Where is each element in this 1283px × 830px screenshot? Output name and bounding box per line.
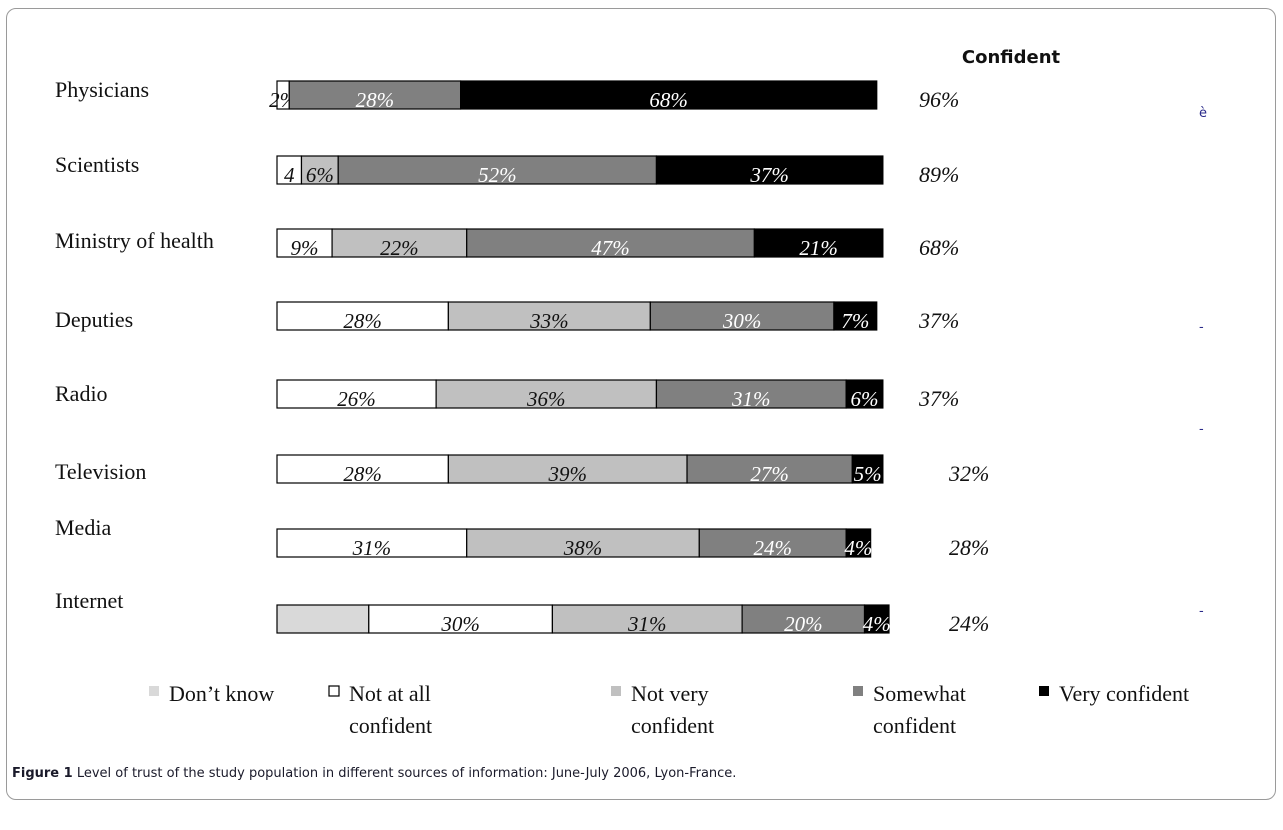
legend-label-not-at-all-confident-line-2: confident [349, 713, 432, 738]
legend-label-somewhat-confident-line-2: confident [873, 713, 956, 738]
bar-label-television-very-confident: 5% [854, 462, 882, 486]
bar-internet-not-at-all-confident [368, 604, 553, 634]
bar-label-ministry-of-health-not-very-confident: 22% [380, 236, 419, 260]
confident-total-scientists: 89% [919, 162, 959, 187]
legend-swatch-somewhat-confident [853, 686, 863, 696]
confident-total-physicians: 96% [919, 87, 959, 112]
confident-column-header: Confident [962, 47, 1061, 68]
legend-label-somewhat-confident-line-1: Somewhat [873, 681, 966, 706]
bar-label-deputies-not-very-confident: 33% [529, 309, 569, 333]
legend-label-not-very-confident-line-2: confident [631, 713, 714, 738]
bar-internet-not-very-confident [551, 604, 743, 634]
category-label-internet: Internet [55, 588, 123, 613]
bar-label-deputies-somewhat-confident: 30% [722, 309, 762, 333]
caption-text: Level of trust of the study population i… [72, 766, 737, 781]
category-label-physicians: Physicians [55, 77, 149, 102]
bar-internet-very-confident [863, 604, 890, 634]
confident-total-internet: 24% [949, 611, 989, 636]
legend-label-not-very-confident-line-1: Not very [631, 681, 709, 706]
legend-label-not-at-all-confident-line-1: Not at all [349, 681, 431, 706]
bar-ministry-of-health-somewhat-confident [466, 228, 755, 258]
bar-radio-very-confident [845, 379, 884, 409]
bar-label-physicians-somewhat-confident: 28% [356, 88, 395, 112]
bar-label-physicians-very-confident: 68% [649, 88, 688, 112]
legend-swatch-don-t-know [149, 686, 159, 696]
bar-label-radio-not-very-confident: 36% [526, 387, 566, 411]
bar-media-not-at-all-confident [276, 528, 468, 558]
category-label-television: Television [55, 459, 146, 484]
stray-mark-1: è [1199, 106, 1207, 121]
category-label-scientists: Scientists [55, 152, 139, 177]
stray-mark-3: - [1199, 422, 1204, 437]
category-label-radio: Radio [55, 381, 108, 406]
bar-label-radio-very-confident: 6% [851, 387, 879, 411]
bar-label-media-not-very-confident: 38% [563, 536, 603, 560]
bar-radio-somewhat-confident [655, 379, 847, 409]
bar-label-scientists-not-at-all-confident: 4 [284, 163, 295, 187]
caption-label: Figure 1 [12, 766, 73, 781]
legend-label-don-t-know-line-1: Don’t know [169, 681, 274, 706]
bar-scientists-somewhat-confident [337, 155, 658, 185]
bar-scientists-very-confident [655, 155, 884, 185]
category-label-media: Media [55, 515, 111, 540]
legend-swatch-not-at-all-confident [328, 685, 340, 697]
legend-label-very-confident-line-1: Very confident [1059, 681, 1189, 706]
figure-frame: Confident Physicians 2% 28% 68% 96% Scientists… [6, 8, 1276, 800]
bar-label-radio-not-at-all-confident: 26% [337, 387, 376, 411]
bar-label-internet-very-confident: 4% [863, 612, 891, 636]
bar-physicians-very-confident [460, 80, 878, 110]
bar-label-radio-somewhat-confident: 31% [731, 387, 771, 411]
bar-label-television-not-at-all-confident: 28% [343, 462, 382, 486]
bar-label-scientists-very-confident: 37% [749, 163, 789, 187]
confident-total-television: 32% [948, 461, 989, 486]
bar-internet-don-t-know [276, 604, 370, 634]
bar-label-media-not-at-all-confident: 31% [352, 536, 392, 560]
bar-deputies-somewhat-confident [649, 301, 835, 331]
bar-internet-somewhat-confident [741, 604, 866, 634]
bar-label-ministry-of-health-somewhat-confident: 47% [591, 236, 630, 260]
bar-label-deputies-very-confident: 7% [841, 309, 869, 333]
bar-label-internet-not-at-all-confident: 30% [440, 612, 480, 636]
legend-swatch-not-very-confident [611, 686, 621, 696]
bar-deputies-very-confident [833, 301, 878, 331]
legend-swatch-very-confident [1039, 686, 1049, 696]
figure-caption: Figure 1 Level of trust of the study pop… [12, 766, 1252, 781]
bar-scientists-not-very-confident [300, 155, 339, 185]
bar-label-ministry-of-health-very-confident: 21% [799, 236, 838, 260]
bar-label-deputies-not-at-all-confident: 28% [343, 309, 382, 333]
bar-label-scientists-somewhat-confident: 52% [478, 163, 517, 187]
bar-label-ministry-of-health-not-at-all-confident: 9% [291, 236, 319, 260]
confident-total-radio: 37% [918, 386, 959, 411]
bar-label-internet-not-very-confident: 31% [627, 612, 667, 636]
bar-label-media-somewhat-confident: 24% [753, 536, 792, 560]
stray-mark-4: - [1199, 604, 1204, 619]
bar-label-media-very-confident: 4% [844, 536, 872, 560]
bar-label-internet-somewhat-confident: 20% [784, 612, 823, 636]
confident-total-media: 28% [949, 535, 989, 560]
confident-total-ministry-of-health: 68% [919, 235, 959, 260]
bar-deputies-not-at-all-confident [276, 301, 449, 331]
bar-ministry-of-health-not-very-confident [331, 228, 468, 258]
bar-ministry-of-health-not-at-all-confident [276, 228, 333, 258]
bar-label-television-somewhat-confident: 27% [750, 462, 789, 486]
confident-total-deputies: 37% [918, 308, 959, 333]
bar-ministry-of-health-very-confident [753, 228, 884, 258]
bar-physicians-somewhat-confident [288, 80, 462, 110]
bar-label-scientists-not-very-confident: 6% [306, 163, 334, 187]
bar-label-television-not-very-confident: 39% [547, 462, 587, 486]
category-label-deputies: Deputies [55, 307, 133, 332]
bar-television-very-confident [851, 454, 884, 484]
category-label-ministry-of-health: Ministry of health [55, 228, 214, 253]
stray-mark-2: - [1199, 320, 1204, 335]
bar-deputies-not-very-confident [447, 301, 651, 331]
bar-media-not-very-confident [466, 528, 700, 558]
bar-media-very-confident [845, 528, 872, 558]
